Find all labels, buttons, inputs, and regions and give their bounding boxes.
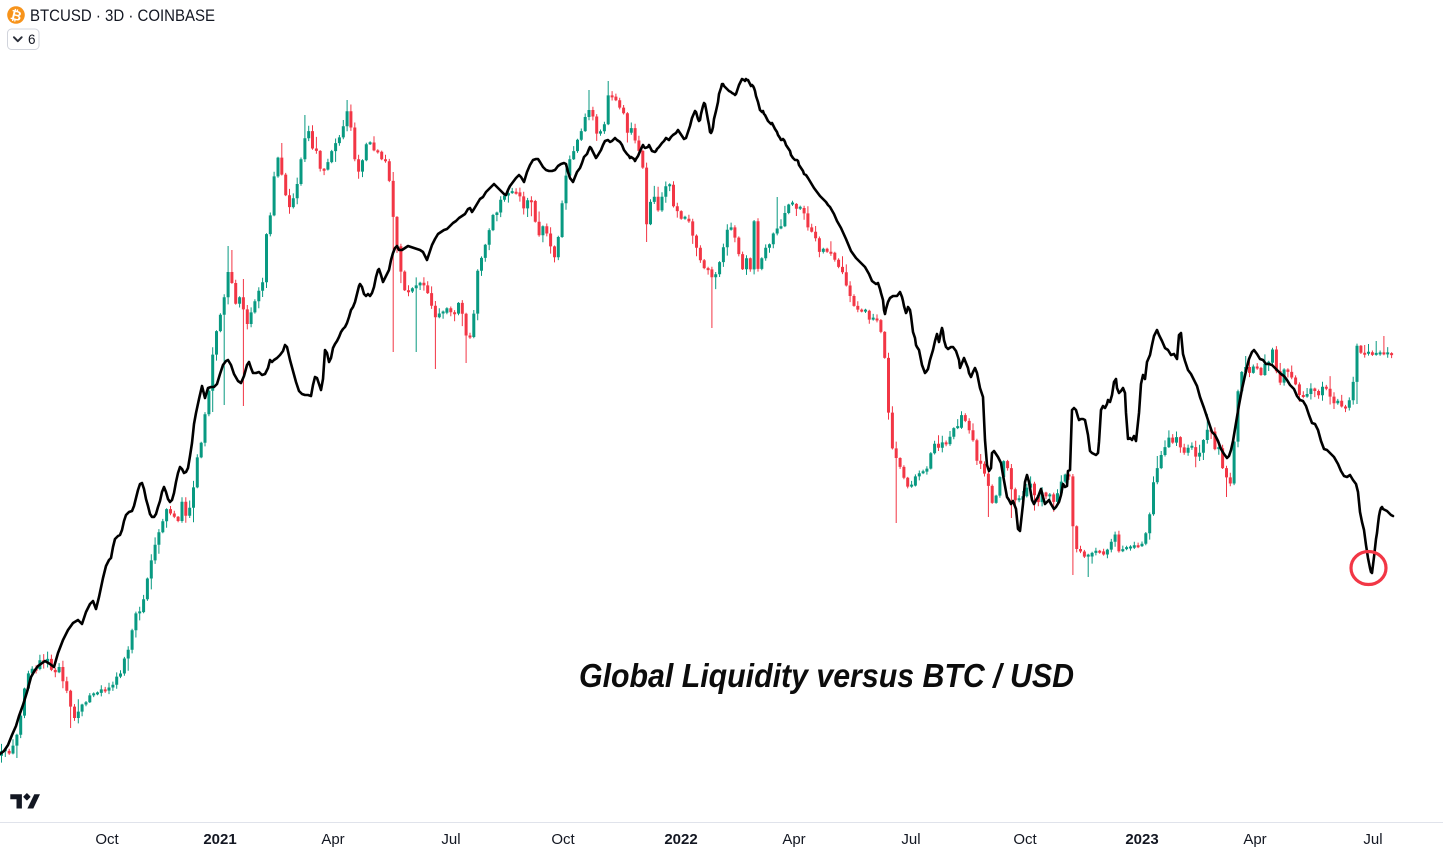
svg-text:Apr: Apr	[1243, 831, 1266, 848]
svg-text:Apr: Apr	[321, 831, 344, 848]
svg-text:2022: 2022	[664, 831, 697, 848]
svg-text:₿: ₿	[9, 7, 23, 24]
svg-text:Apr: Apr	[782, 831, 805, 848]
svg-text:2021: 2021	[203, 831, 236, 848]
svg-text:Global Liquidity versus BTC /: Global Liquidity versus BTC / USD	[579, 657, 1074, 694]
svg-text:Jul: Jul	[901, 831, 920, 848]
svg-text:Jul: Jul	[441, 831, 460, 848]
svg-text:Jul: Jul	[1363, 831, 1382, 848]
svg-text:Oct: Oct	[95, 831, 119, 848]
svg-text:BTCUSD · 3D · COINBASE: BTCUSD · 3D · COINBASE	[30, 6, 215, 25]
svg-text:2023: 2023	[1125, 831, 1158, 848]
svg-text:6: 6	[28, 32, 36, 47]
svg-text:Oct: Oct	[1013, 831, 1037, 848]
svg-text:Oct: Oct	[551, 831, 575, 848]
